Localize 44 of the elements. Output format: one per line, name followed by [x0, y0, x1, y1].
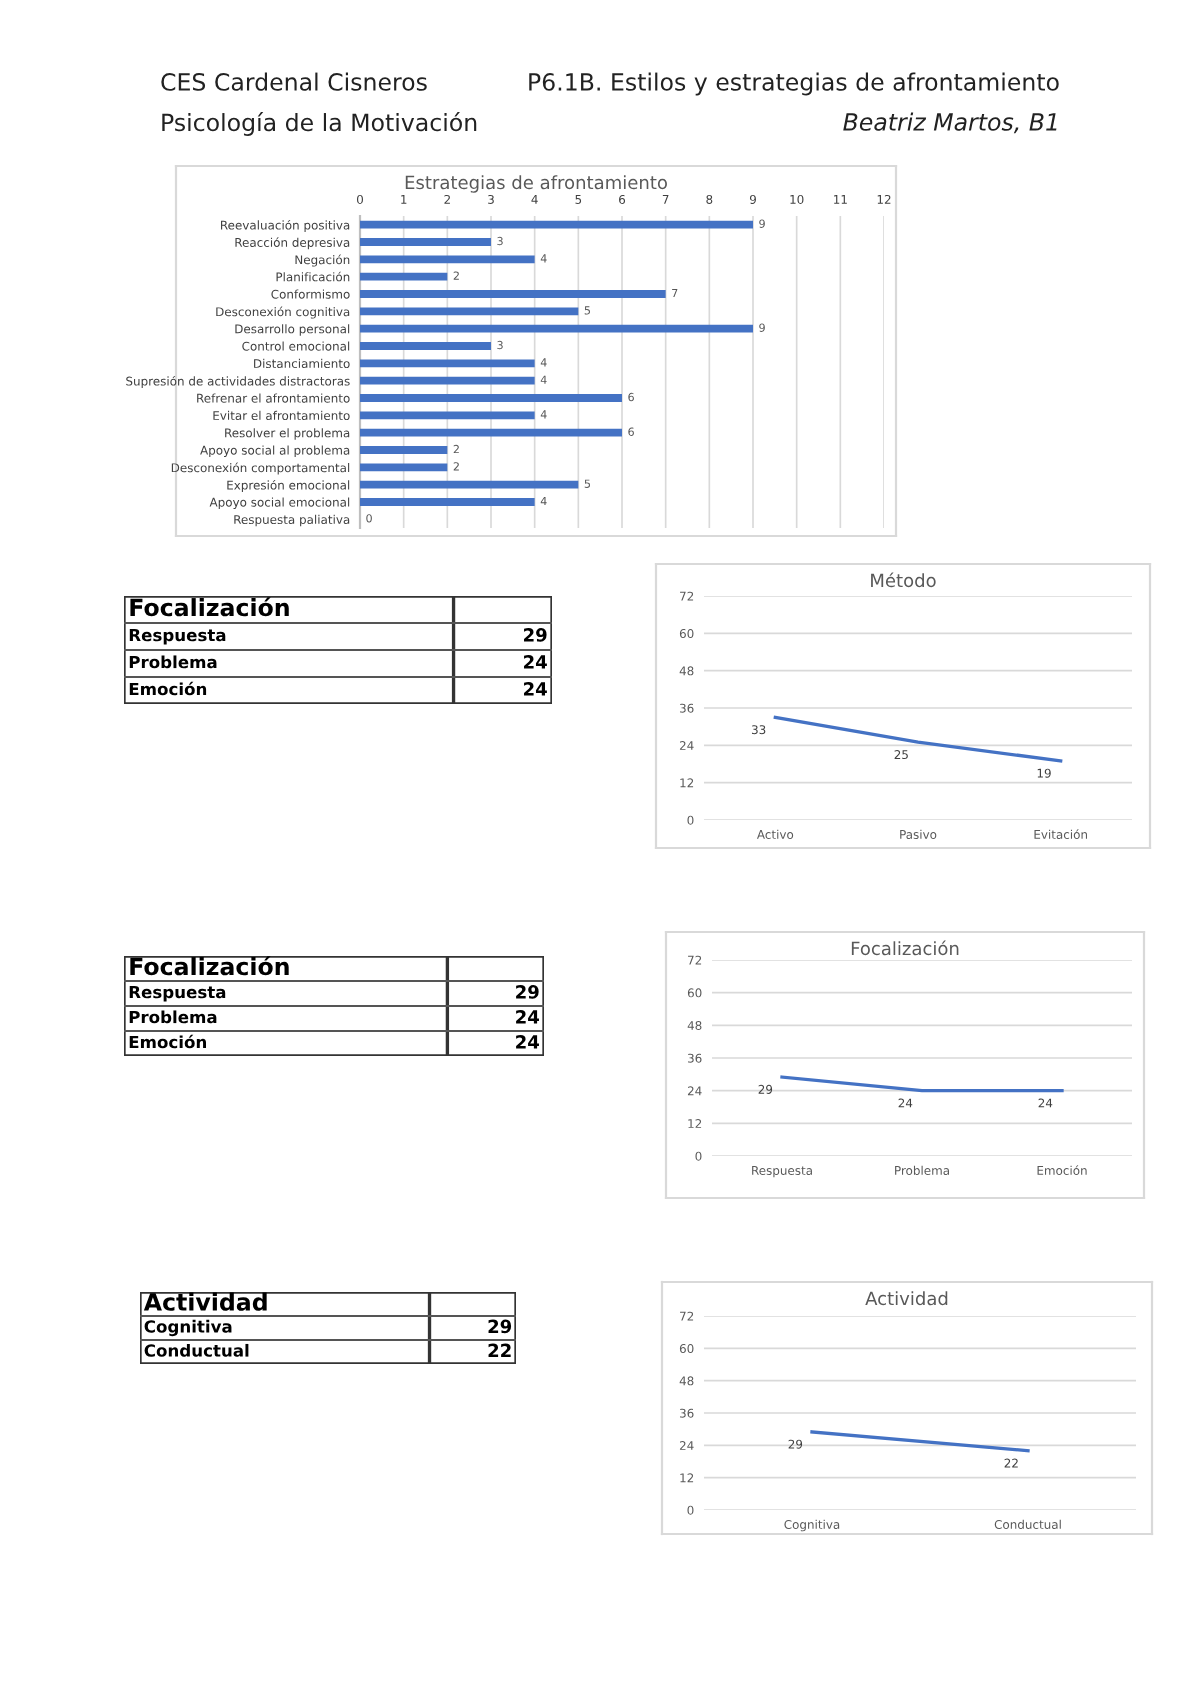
- bar: [360, 480, 579, 489]
- bar: [360, 498, 535, 506]
- bar: [360, 428, 622, 437]
- data-label: 24: [524, 655, 547, 669]
- bar: [360, 255, 535, 264]
- text: Psicología de la Motivación: [162, 112, 477, 136]
- category-label: Conductual: [144, 1343, 249, 1357]
- category-label: Problema: [129, 1010, 217, 1024]
- bar: [360, 359, 535, 368]
- bar: [360, 290, 666, 298]
- category-label: Respuesta: [129, 628, 226, 645]
- text: P6.1B. Estilos y estrategias de afrontamiento: [529, 72, 1059, 96]
- bar: [360, 411, 535, 420]
- text: Focalización: [130, 956, 289, 976]
- data-label: 29: [524, 628, 547, 642]
- bar: [360, 238, 491, 246]
- data-label: 29: [488, 1319, 512, 1334]
- data-label: 29: [516, 985, 539, 999]
- bar: [360, 446, 448, 454]
- data-label: 24: [516, 1035, 539, 1049]
- category-label: Cognitiva: [144, 1319, 232, 1337]
- bar: [360, 394, 622, 402]
- chart-title: Actividad: [865, 1291, 948, 1306]
- text: Actividad: [143, 1292, 267, 1311]
- bar: [360, 220, 753, 229]
- bar: [360, 272, 448, 281]
- bar: [360, 463, 448, 472]
- chart-title: Focalización: [851, 940, 959, 956]
- text: Focalización: [130, 597, 289, 617]
- bar: [360, 376, 535, 385]
- category-label: Emoción: [129, 1034, 207, 1049]
- bar: [360, 324, 753, 333]
- data-label: 24: [524, 682, 547, 696]
- chart-title: Método: [871, 572, 936, 588]
- chart-title: Estrategias de afrontamiento: [405, 175, 667, 193]
- data-label: 24: [516, 1010, 539, 1024]
- category-label: Problema: [129, 655, 217, 669]
- data-label: 22: [488, 1343, 511, 1357]
- bar: [360, 342, 491, 350]
- category-label: Emoción: [129, 681, 207, 696]
- bar: [360, 307, 579, 316]
- text: CES Cardenal Cisneros: [161, 72, 427, 91]
- category-label: Respuesta: [129, 985, 226, 1002]
- text: Beatriz Martos, B1: [843, 112, 1057, 134]
